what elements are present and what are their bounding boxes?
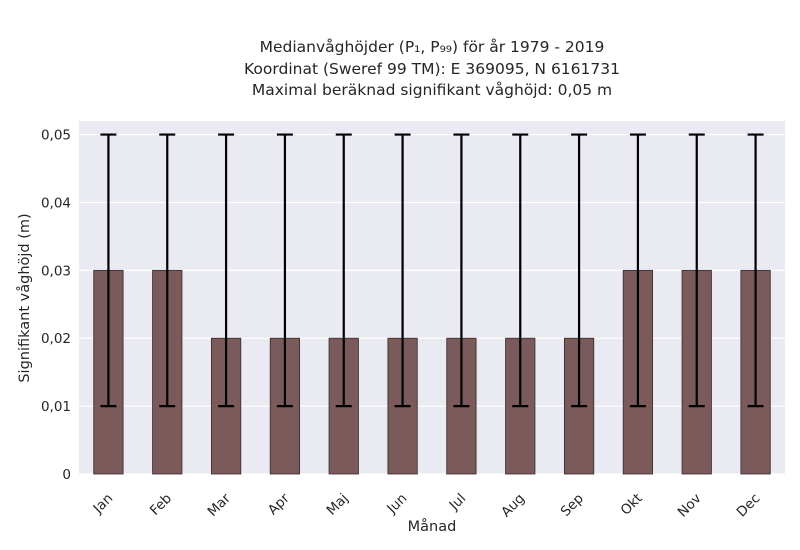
error-bars [100, 133, 764, 408]
y-axis-label: Signifikant våghöjd (m) [16, 213, 33, 382]
y-axis-ticks: 0 0,01 0,02 0,03 0,04 0,05 [41, 128, 71, 483]
error-bar [159, 133, 176, 408]
y-tick-label: 0,03 [41, 263, 71, 279]
x-axis-label: Månad [408, 518, 457, 535]
y-tick-label: 0 [62, 467, 71, 483]
x-tick-label: Feb [147, 491, 175, 519]
x-tick-label: Jan [90, 491, 117, 518]
x-tick-label: Nov [675, 491, 705, 521]
x-tick-label: Aug [498, 491, 528, 521]
error-bar [512, 133, 529, 408]
x-tick-label: Okt [618, 491, 646, 519]
x-tick-label: Mar [205, 490, 235, 520]
y-tick-label: 0,01 [41, 399, 71, 415]
error-bar [394, 133, 411, 408]
x-tick-label: Apr [265, 490, 293, 518]
error-bar [688, 133, 705, 408]
x-tick-label: Jul [446, 491, 470, 515]
error-bar [218, 133, 235, 408]
x-axis-ticks: Jan Feb Mar Apr Maj Jun Jul Aug Sep Okt Nov Dec [90, 490, 764, 520]
x-tick-label: Dec [734, 491, 764, 521]
x-tick-label: Jun [383, 491, 410, 518]
error-bar [276, 133, 293, 408]
error-bar [100, 133, 117, 408]
error-bar [335, 133, 352, 408]
y-tick-label: 0,02 [41, 331, 71, 347]
x-tick-label: Maj [324, 491, 352, 519]
x-tick-label: Sep [558, 491, 587, 520]
chart-title: Medianvåghöjder (P₁, P₉₉) för år 1979 - … [244, 38, 620, 99]
title-line-2: Koordinat (Sweref 99 TM): E 369095, N 61… [244, 60, 620, 78]
plot-area [79, 121, 785, 474]
error-bar [571, 133, 588, 408]
error-bar [629, 133, 646, 408]
title-line-3: Maximal beräknad signifikant våghöjd: 0,… [252, 81, 612, 99]
grid-lines [79, 133, 785, 475]
title-line-1: Medianvåghöjder (P₁, P₉₉) för år 1979 - … [260, 38, 605, 56]
error-bar [453, 133, 470, 408]
y-tick-label: 0,05 [41, 128, 71, 144]
error-bar [747, 133, 764, 408]
y-tick-label: 0,04 [41, 195, 71, 211]
